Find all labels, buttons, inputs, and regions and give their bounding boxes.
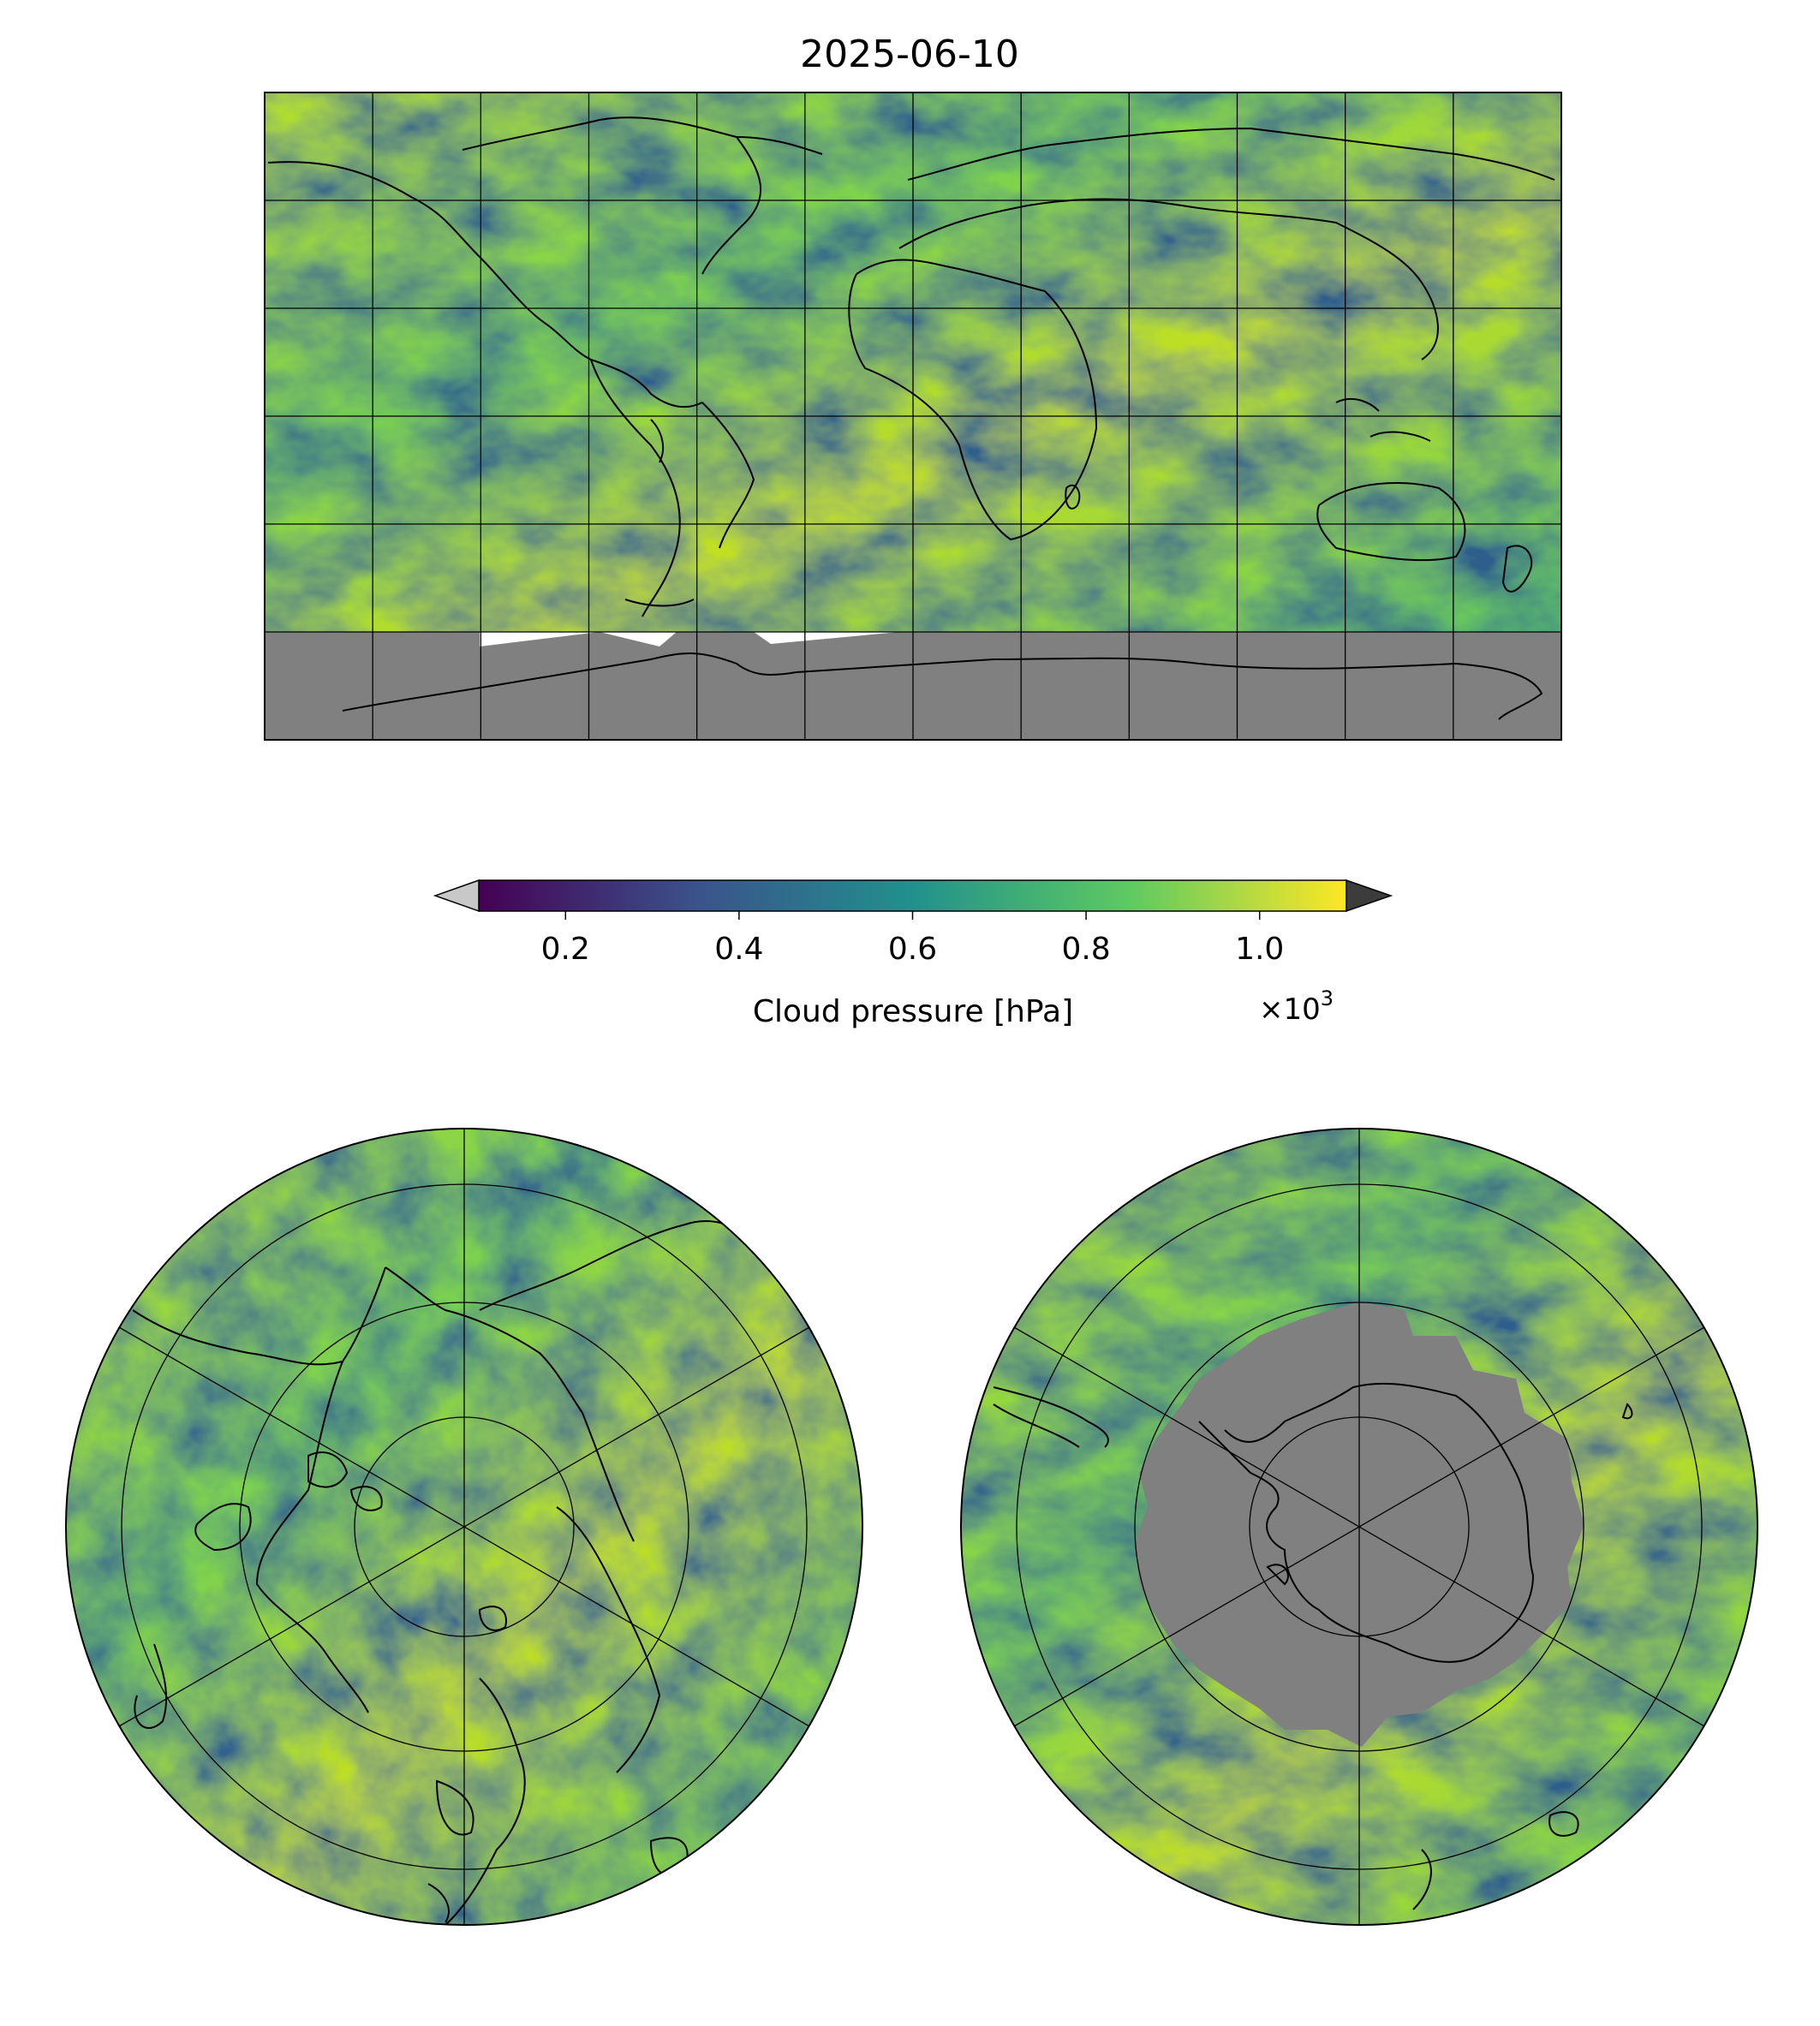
figure-title: 2025-06-10 <box>800 33 1019 76</box>
north-polar-map[interactable] <box>65 1128 863 1926</box>
global-map-gridlines <box>264 92 1562 741</box>
colorbar-scale-base: ×10 <box>1259 992 1321 1027</box>
colorbar-extend-over <box>1346 879 1393 913</box>
colorbar-tick-label: 0.4 <box>714 932 763 967</box>
south-polar-map[interactable] <box>960 1128 1758 1926</box>
colorbar-scale-exponent: 3 <box>1321 986 1334 1010</box>
north-polar-coastlines <box>132 1220 755 1925</box>
south-polar-gridlines <box>1013 1129 1705 1925</box>
north-polar-frame <box>65 1128 863 1926</box>
global-map-antarctica-coast <box>342 652 1543 720</box>
global-map-frame <box>264 92 1562 741</box>
colorbar-label: Cloud pressure [hPa] <box>753 994 1073 1029</box>
colorbar: 0.2 0.4 0.6 0.8 1.0 Cloud pressure [hPa] ×10… <box>433 879 1393 1029</box>
colorbar-scale-label: ×103 <box>1259 986 1334 1027</box>
north-polar-gridlines <box>118 1129 810 1925</box>
south-polar-frame <box>960 1128 1758 1926</box>
colorbar-tick-label: 1.0 <box>1235 932 1284 967</box>
colorbar-gradient <box>478 879 1347 912</box>
colorbar-tick-label: 0.8 <box>1061 932 1110 967</box>
colorbar-ticks: 0.2 0.4 0.6 0.8 1.0 <box>541 911 1284 967</box>
colorbar-tick-label: 0.2 <box>541 932 590 967</box>
south-polar-coastlines <box>993 1382 1633 1910</box>
colorbar-tick-label: 0.6 <box>888 932 937 967</box>
colorbar-extend-under <box>433 879 480 913</box>
global-map[interactable] <box>264 92 1562 741</box>
